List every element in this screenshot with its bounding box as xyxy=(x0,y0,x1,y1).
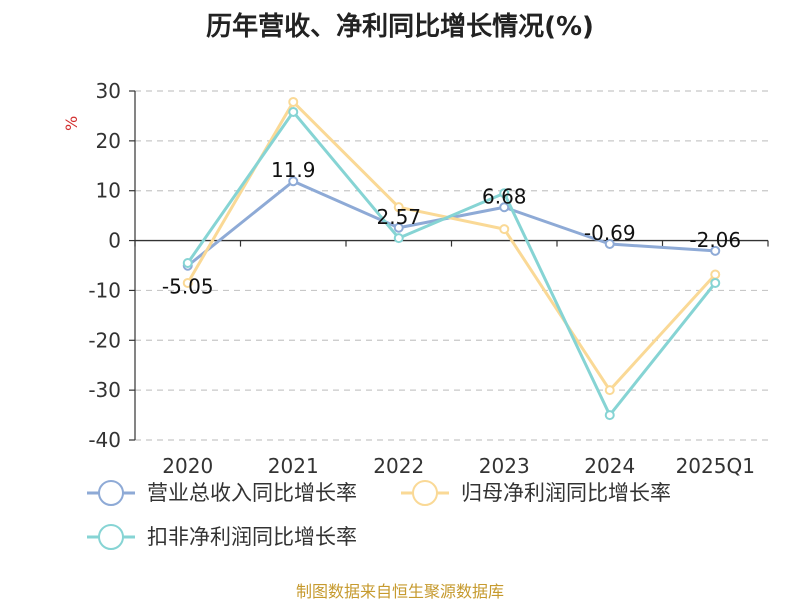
data-label: -0.69 xyxy=(584,221,636,245)
y-tick-label: -30 xyxy=(88,378,121,402)
x-tick-label: 2021 xyxy=(268,454,319,478)
y-tick-label: -10 xyxy=(88,278,121,302)
grid-lines xyxy=(135,90,768,441)
data-point xyxy=(499,188,510,199)
y-tick-label: 0 xyxy=(108,229,121,253)
legend-label: 扣非净利润同比增长率 xyxy=(147,525,357,549)
data-point xyxy=(604,239,615,250)
legend-marker xyxy=(412,480,438,506)
legend-item: 营业总收入同比增长率 xyxy=(87,480,357,506)
legend-item: 归母净利润同比增长率 xyxy=(401,480,671,506)
data-point xyxy=(393,233,404,244)
series-line xyxy=(186,179,716,267)
data-point xyxy=(604,385,615,396)
legend-label: 营业总收入同比增长率 xyxy=(147,481,357,505)
data-point xyxy=(604,410,615,421)
legend-label: 归母净利润同比增长率 xyxy=(461,481,671,505)
data-point xyxy=(393,222,404,233)
data-point xyxy=(182,277,193,288)
y-tick-label: -20 xyxy=(88,328,121,352)
data-source-footer: 制图数据来自恒生聚源数据库 xyxy=(295,582,504,601)
y-tick-label: 10 xyxy=(96,179,121,203)
x-tick-label: 2025Q1 xyxy=(676,454,755,478)
data-point xyxy=(288,176,299,187)
y-tick-label: 30 xyxy=(96,79,121,103)
data-label: 11.9 xyxy=(271,158,316,182)
x-tick-label: 2024 xyxy=(584,454,635,478)
data-point xyxy=(710,245,721,256)
y-tick-label: 20 xyxy=(96,129,121,153)
legend-marker xyxy=(98,524,124,550)
data-labels: -5.05 11.9 2.57 6.68 -0.69 -2.06 xyxy=(162,158,741,299)
x-tick-label: 2020 xyxy=(162,454,213,478)
data-label: -5.05 xyxy=(162,275,214,299)
series-line xyxy=(186,110,717,417)
legend-marker xyxy=(98,480,124,506)
x-tick-label: 2023 xyxy=(479,454,530,478)
axes: 30 20 10 0 -10 -20 -30 -40 2020 2021 2022 2023 2024 2… xyxy=(88,79,769,478)
series-line xyxy=(186,100,717,392)
data-point xyxy=(182,258,193,269)
data-point xyxy=(288,106,299,117)
data-point xyxy=(710,277,721,288)
data-point xyxy=(499,224,510,235)
y-tick-label: -40 xyxy=(88,428,121,452)
data-point xyxy=(288,96,299,107)
chart-title: 历年营收、净利同比增长情况(%) xyxy=(206,12,594,42)
data-point xyxy=(393,202,404,213)
data-point xyxy=(710,269,721,280)
data-label: 2.57 xyxy=(376,205,421,229)
data-label: -2.06 xyxy=(689,228,741,252)
legend-item: 扣非净利润同比增长率 xyxy=(87,524,357,550)
series-lines xyxy=(182,96,721,421)
x-tick-label: 2022 xyxy=(373,454,424,478)
data-point xyxy=(499,202,510,213)
data-label: 6.68 xyxy=(482,184,527,208)
